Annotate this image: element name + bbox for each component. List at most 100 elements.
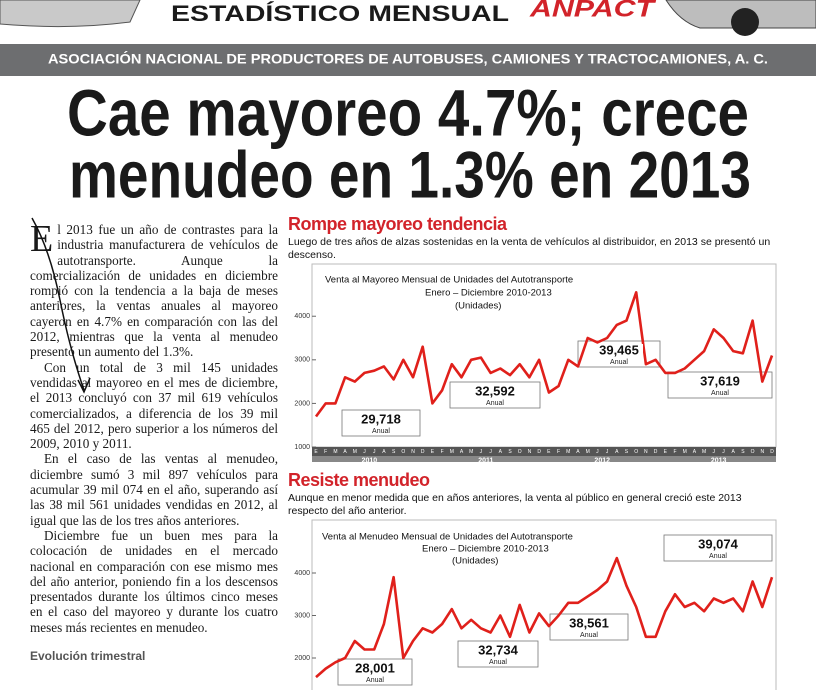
banner-text: ASOCIACIÓN NACIONAL DE PRODUCTORES DE AU… bbox=[48, 50, 768, 67]
paragraph: Con un total de 3 mil 145 unidades vendi… bbox=[30, 359, 278, 452]
masthead: ESTADÍSTICO MENSUAL ANPACT ASOCIACIÓN NA… bbox=[0, 0, 816, 211]
annual-note: Anual bbox=[366, 677, 384, 684]
annual-label-bg bbox=[357, 413, 405, 434]
annual-label-bg bbox=[595, 344, 643, 365]
annual-label-bg bbox=[351, 662, 399, 683]
y-tick-label: 4000 bbox=[294, 313, 310, 320]
x-tick-label: D bbox=[421, 449, 425, 455]
data-line bbox=[315, 556, 774, 679]
annual-note: Anual bbox=[709, 553, 727, 560]
year-label: 2011 bbox=[478, 457, 493, 462]
x-tick-label: F bbox=[673, 449, 676, 455]
annual-bracket bbox=[341, 409, 421, 437]
x-tick-label: E bbox=[314, 449, 318, 455]
year-label: 2012 bbox=[594, 457, 610, 462]
x-tick-label: M bbox=[450, 449, 454, 455]
annual-label-bg bbox=[696, 375, 744, 396]
y-tick-label: 3000 bbox=[294, 357, 310, 364]
section-title: ESTADÍSTICO MENSUAL bbox=[171, 1, 509, 26]
chart-inner-title: Enero – Diciembre 2010-2013 bbox=[425, 288, 552, 299]
banner bbox=[0, 44, 816, 76]
annual-label-bg bbox=[694, 538, 742, 559]
plot-frame bbox=[311, 519, 777, 690]
chart-heading: Rompe mayoreo tendencia bbox=[288, 214, 507, 234]
pen-mark bbox=[31, 217, 91, 394]
year-label: 2010 bbox=[362, 457, 378, 462]
annual-note: Anual bbox=[489, 659, 507, 666]
x-tick-label: M bbox=[566, 449, 570, 455]
x-tick-label: D bbox=[537, 449, 541, 455]
chart-inner-title: (Unidades) bbox=[455, 301, 501, 312]
x-tick-label: J bbox=[489, 449, 492, 455]
x-tick-label: E bbox=[431, 449, 435, 455]
x-tick-label: J bbox=[606, 449, 609, 455]
annual-value-label: 38,561 bbox=[569, 615, 609, 630]
y-tick-label: 4000 bbox=[294, 570, 310, 577]
annual-bracket bbox=[449, 381, 541, 409]
x-tick-label: F bbox=[557, 449, 560, 455]
paragraph: Diciembre fue un buen mes para la coloca… bbox=[30, 527, 278, 635]
x-tick-label: O bbox=[401, 449, 405, 455]
y-tick-label: 3000 bbox=[294, 612, 310, 619]
logo: ANPACT bbox=[529, 0, 657, 22]
annual-value-label: 37,619 bbox=[700, 373, 740, 388]
annual-bracket bbox=[549, 613, 629, 641]
annual-value-label: 32,592 bbox=[475, 383, 515, 398]
annual-label-bg bbox=[471, 385, 519, 406]
x-tick-label: N bbox=[760, 449, 764, 455]
x-tick-label: A bbox=[499, 449, 503, 455]
annual-bracket bbox=[457, 640, 539, 668]
x-tick-label: D bbox=[770, 449, 774, 455]
x-tick-label: N bbox=[411, 449, 415, 455]
x-tick-label: J bbox=[722, 449, 725, 455]
headline: menudeo en 1.3% en 2013 bbox=[69, 137, 751, 211]
chart-inner-title: Enero – Diciembre 2010-2013 bbox=[422, 544, 549, 555]
headline: Cae mayoreo 4.7%; crece bbox=[67, 75, 749, 149]
x-tick-label: J bbox=[363, 449, 366, 455]
annual-note: Anual bbox=[610, 359, 628, 366]
annual-note: Anual bbox=[486, 400, 504, 407]
x-tick-label: J bbox=[373, 449, 376, 455]
annual-bracket bbox=[663, 534, 773, 562]
paragraph: En el caso de las ventas al menudeo, dic… bbox=[30, 451, 278, 528]
x-tick-label: A bbox=[615, 449, 619, 455]
x-tick-label: F bbox=[441, 449, 444, 455]
x-tick-label: S bbox=[625, 449, 629, 455]
annual-note: Anual bbox=[580, 632, 598, 639]
x-tick-label: J bbox=[480, 449, 483, 455]
paragraph-text: l 2013 fue un año de contrastes para la … bbox=[30, 222, 278, 360]
x-tick-label: E bbox=[664, 449, 668, 455]
chart-inner-title: Venta al Menudeo Mensual de Unidades del… bbox=[322, 532, 573, 543]
x-tick-label: A bbox=[732, 449, 736, 455]
x-tick-label: O bbox=[518, 449, 522, 455]
x-tick-label: A bbox=[576, 449, 580, 455]
x-tick-label: M bbox=[683, 449, 687, 455]
pen-stroke bbox=[31, 217, 91, 394]
chart-inner-title: Venta al Mayoreo Mensual de Unidades del… bbox=[325, 275, 573, 286]
x-tick-label: N bbox=[528, 449, 532, 455]
data-line bbox=[314, 291, 774, 418]
chart-heading: Resiste menudeo bbox=[288, 470, 430, 490]
annual-value-label: 28,001 bbox=[355, 660, 395, 675]
annual-bracket bbox=[337, 658, 413, 686]
chart-inner-title: (Unidades) bbox=[452, 556, 498, 567]
x-tick-label: O bbox=[634, 449, 638, 455]
x-tick-label: S bbox=[508, 449, 512, 455]
x-tick-label: S bbox=[741, 449, 745, 455]
truck-wheel bbox=[731, 8, 759, 36]
annual-label-bg bbox=[474, 644, 522, 665]
x-tick-label: D bbox=[654, 449, 658, 455]
annual-note: Anual bbox=[372, 428, 390, 435]
x-tick-label: A bbox=[460, 449, 464, 455]
y-tick-label: 1000 bbox=[294, 444, 310, 451]
x-tick-label: F bbox=[324, 449, 327, 455]
annual-note: Anual bbox=[711, 390, 729, 397]
subhead: Evolución trimestral bbox=[30, 649, 146, 664]
x-tick-label: O bbox=[751, 449, 755, 455]
y-tick-label: 2000 bbox=[294, 655, 310, 662]
truck-illustration bbox=[0, 0, 141, 28]
annual-bracket bbox=[577, 340, 661, 368]
